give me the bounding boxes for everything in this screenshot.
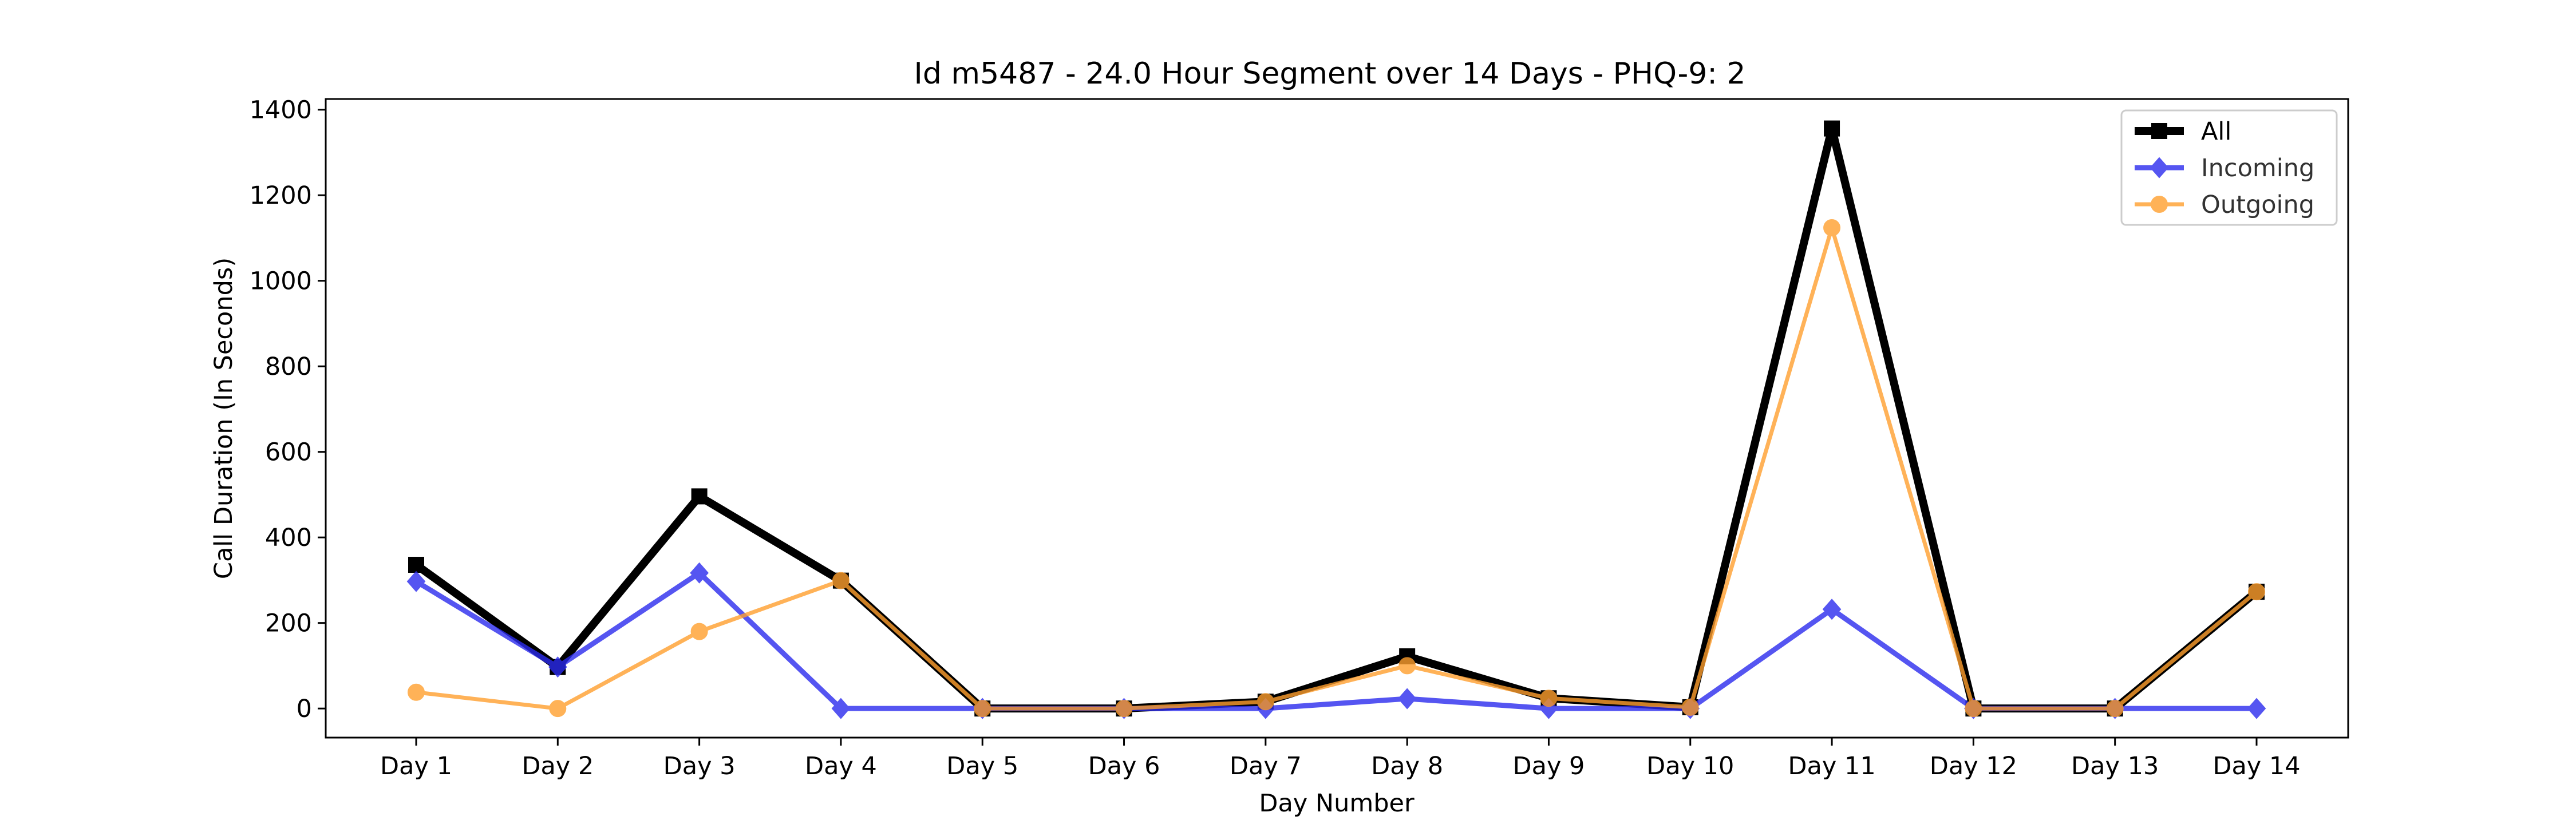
y-tick-label: 400 <box>265 524 312 552</box>
outgoing-point <box>408 683 425 701</box>
outgoing-point <box>1398 657 1416 675</box>
x-tick-label: Day 11 <box>1788 752 1875 781</box>
incoming-point <box>1397 688 1417 710</box>
legend-label: Outgoing <box>2201 191 2314 219</box>
x-tick-label: Day 8 <box>1371 752 1443 781</box>
all-point <box>691 488 708 505</box>
legend-label: Incoming <box>2201 154 2314 183</box>
x-axis-label: Day Number <box>1259 789 1415 818</box>
y-tick-label: 1200 <box>250 181 312 210</box>
x-tick-label: Day 2 <box>521 752 594 781</box>
chart-title: Id m5487 - 24.0 Hour Segment over 14 Day… <box>914 57 1746 91</box>
all-line <box>413 127 2259 713</box>
x-tick-label: Day 9 <box>1512 752 1585 781</box>
outgoing-line <box>416 220 2258 711</box>
x-tick-label: Day 3 <box>663 752 736 781</box>
outgoing-point <box>1681 698 1699 716</box>
x-tick-label: Day 13 <box>2071 752 2159 781</box>
incoming-point <box>2247 698 2266 719</box>
legend-marker <box>2151 196 2168 213</box>
x-tick-label: Day 14 <box>2212 752 2300 781</box>
outgoing-point <box>1115 700 1133 718</box>
series-outgoing <box>408 219 2265 718</box>
legend-marker <box>2150 157 2169 179</box>
x-tick-label: Day 5 <box>946 752 1018 781</box>
incoming-line <box>414 569 2257 711</box>
outgoing-point <box>1965 700 1982 718</box>
x-tick-label: Day 4 <box>805 752 877 781</box>
outgoing-point <box>974 700 991 718</box>
legend: All Incoming Outgoing <box>2120 109 2338 226</box>
outgoing-point <box>2248 583 2265 601</box>
y-tick-label: 200 <box>265 609 312 638</box>
x-axis: Day 1 Day 2 Day 3 Day 4 Day 5 Day 6 Day 7 Day 8… <box>380 738 2301 781</box>
all-point <box>1824 120 1840 137</box>
legend-label: All <box>2201 117 2231 146</box>
x-tick-label: Day 1 <box>380 752 452 781</box>
plot-area <box>325 98 2349 739</box>
y-tick-label: 0 <box>297 695 312 723</box>
incoming-point <box>548 656 567 678</box>
incoming-point <box>831 698 851 719</box>
legend-frame <box>2120 109 2338 226</box>
outgoing-point <box>690 623 708 640</box>
y-tick-label: 1400 <box>250 96 312 125</box>
all-point <box>408 557 424 573</box>
incoming-point <box>690 562 709 584</box>
x-tick-label: Day 12 <box>1930 752 2017 781</box>
x-tick-label: Day 10 <box>1646 752 1734 781</box>
outgoing-point <box>1540 690 1558 707</box>
outgoing-point <box>1823 219 1841 236</box>
legend-marker <box>2151 123 2167 139</box>
legend-entry-incoming: Incoming <box>2135 154 2314 183</box>
series-layer <box>406 120 2266 719</box>
y-tick-label: 600 <box>265 438 312 467</box>
outgoing-point <box>1257 693 1274 711</box>
outgoing-point <box>832 572 850 589</box>
outgoing-point <box>549 700 567 718</box>
series-all <box>408 120 2265 717</box>
x-tick-label: Day 7 <box>1230 752 1302 781</box>
x-tick-label: Day 6 <box>1088 752 1160 781</box>
y-tick-label: 800 <box>265 352 312 381</box>
y-tick-label: 1000 <box>250 267 312 296</box>
incoming-point <box>406 571 426 592</box>
legend-entry-outgoing: Outgoing <box>2135 191 2314 219</box>
incoming-point <box>1822 599 1842 620</box>
outgoing-point <box>2106 700 2124 718</box>
y-axis: 0 200 400 600 800 1000 1200 1400 <box>250 96 326 723</box>
legend-entry-all: All <box>2135 117 2231 146</box>
y-axis-label: Call Duration (In Seconds) <box>210 258 238 579</box>
